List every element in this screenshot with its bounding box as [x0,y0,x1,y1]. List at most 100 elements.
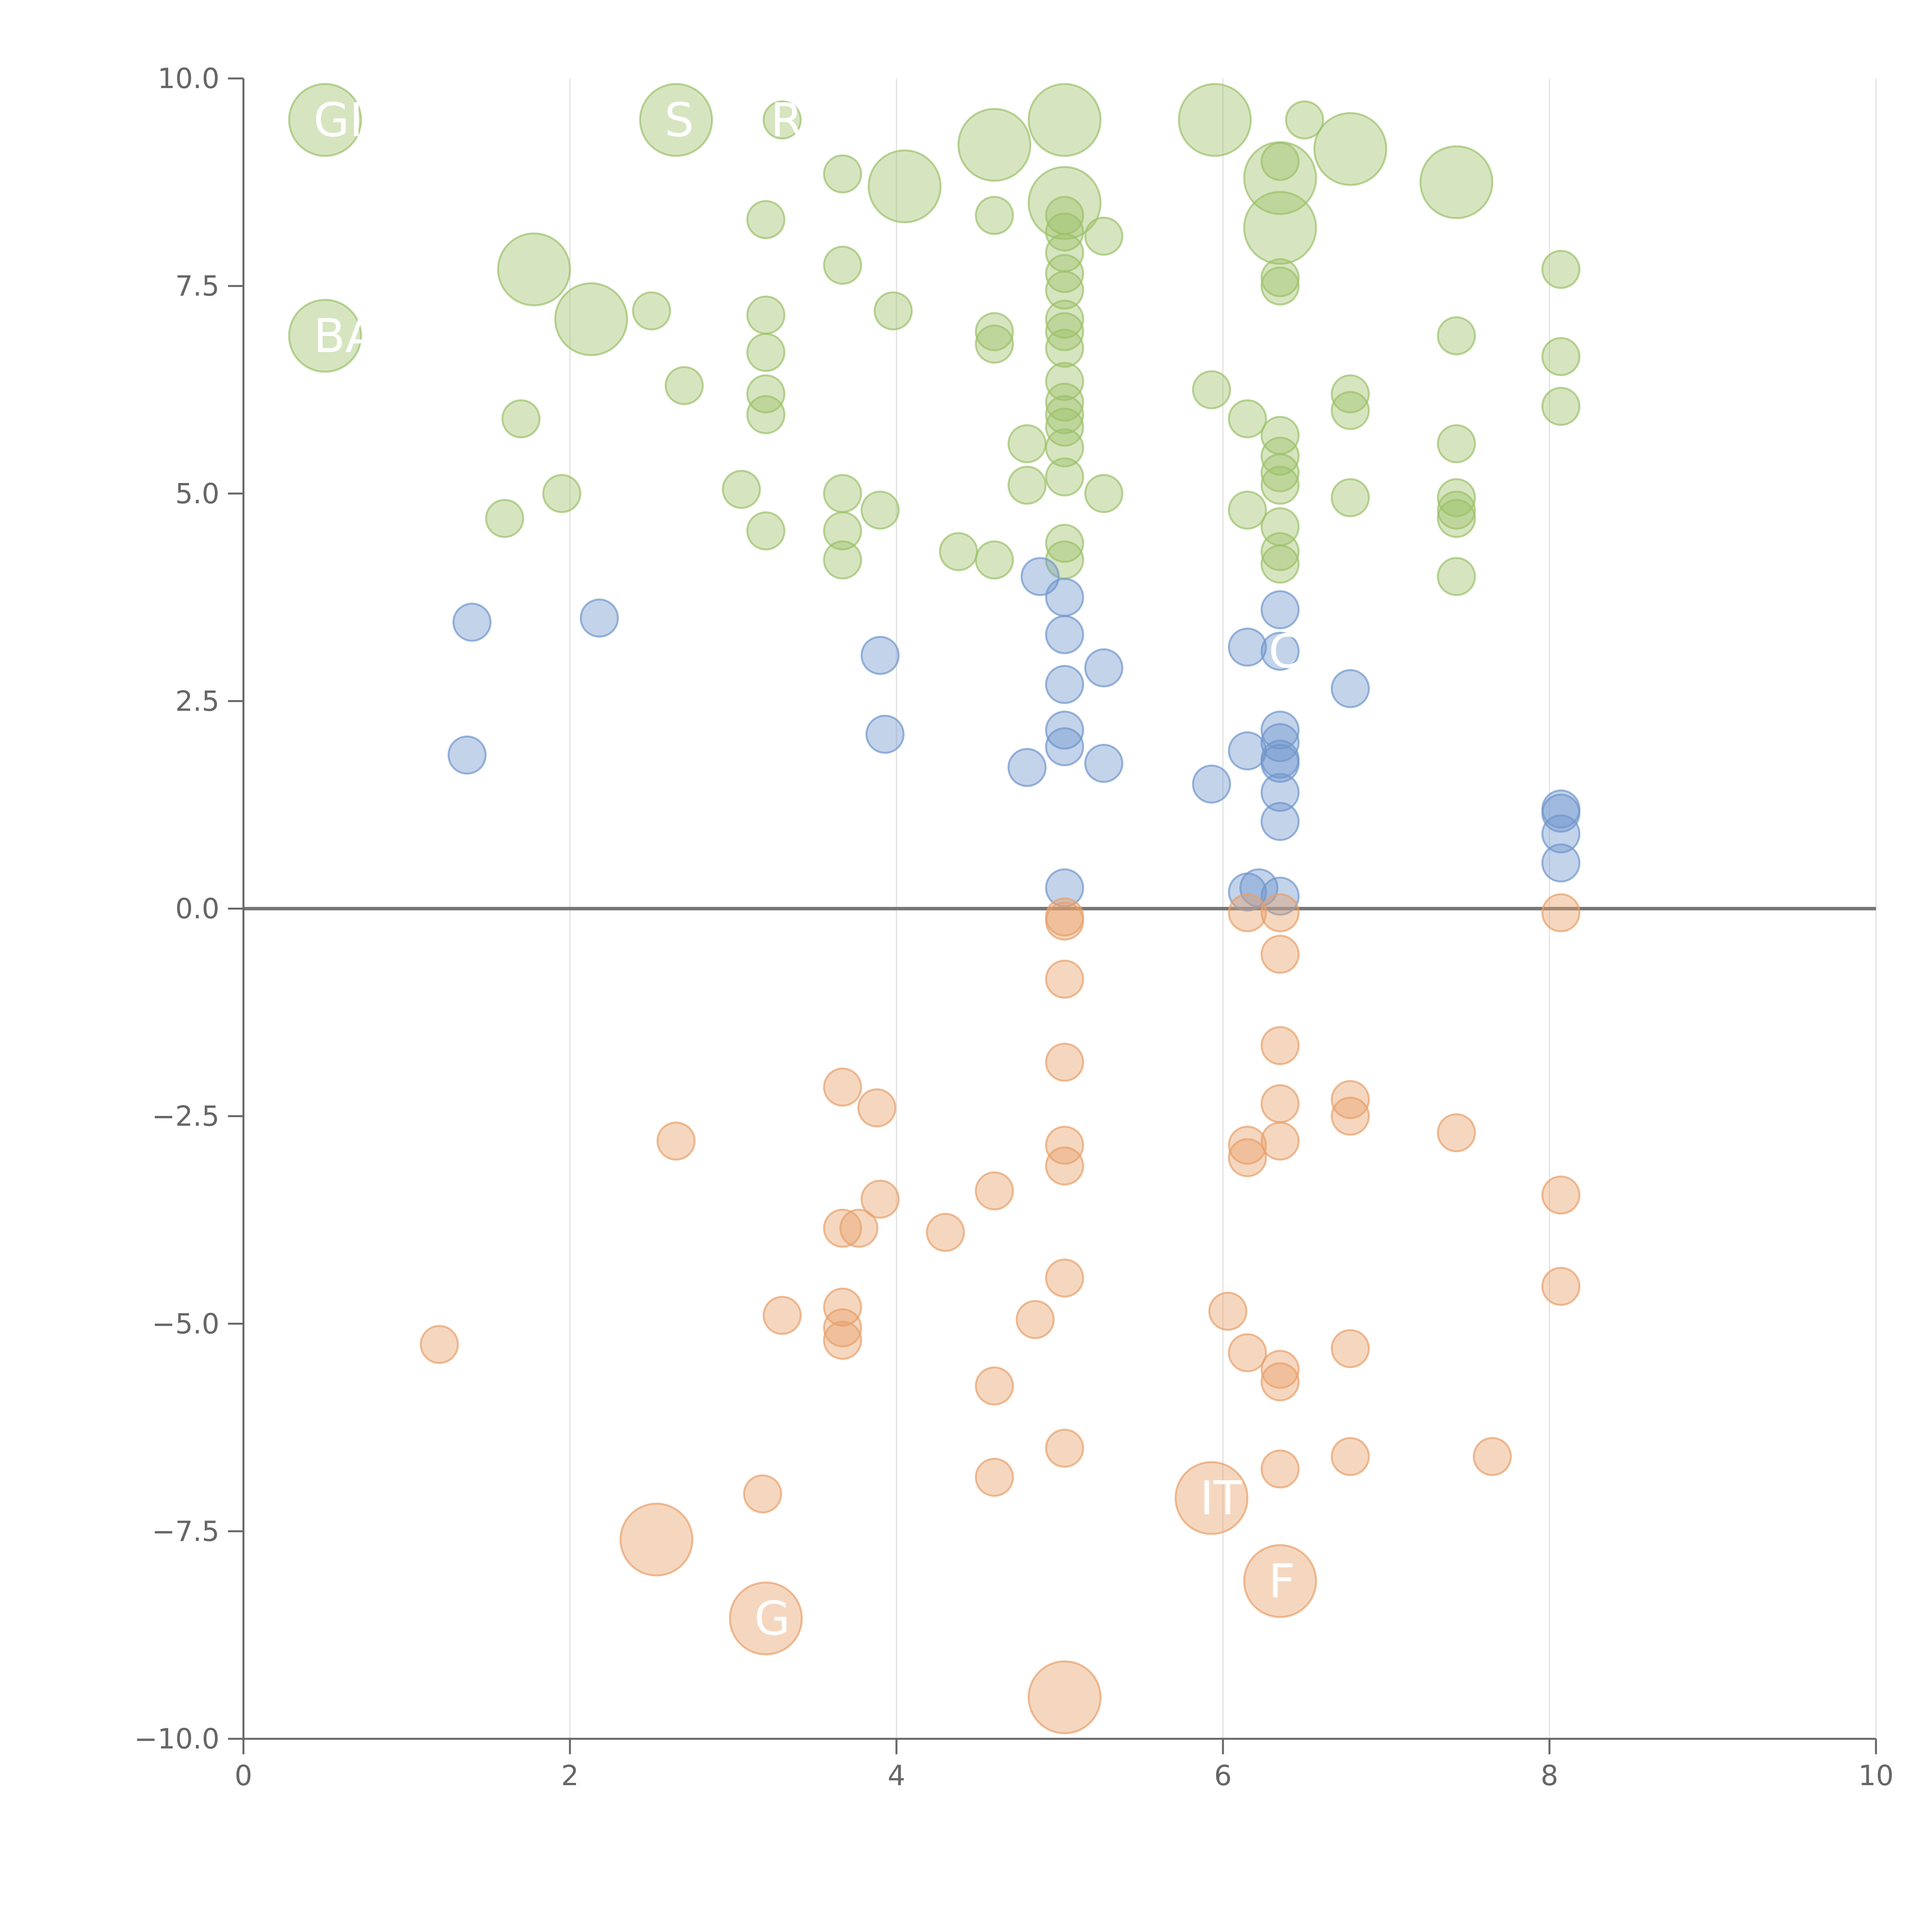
point-label: BA [313,310,377,363]
data-point [1260,466,1300,505]
x-tick-label: 10 [1858,1759,1894,1792]
data-point [743,1474,782,1514]
data-point [1331,1329,1370,1368]
data-point [1045,868,1084,908]
data-point [1007,466,1047,505]
data-point [1045,1429,1084,1468]
series-orange [420,893,1581,1735]
data-point [665,366,704,405]
data-point [1007,748,1047,787]
data-point [1208,1292,1248,1331]
data-point [823,1287,862,1327]
x-tick-label: 2 [561,1759,579,1792]
y-tick-label: 2.5 [175,685,219,717]
data-point [1260,532,1300,571]
data-point [1228,628,1267,667]
data-point [1260,142,1300,181]
data-point [1045,407,1084,447]
data-point [1015,1300,1055,1339]
data-point [746,295,786,335]
point-label: IT [1200,1472,1242,1526]
data-point [1084,744,1124,783]
data-point [1228,1138,1267,1177]
data-point [874,291,913,331]
data-point [1260,590,1300,629]
x-tick-label: 0 [235,1759,252,1792]
y-ticks: 10.0 7.5 5.0 2.5 0.0 −2.5 −5.0 −7.5 −10.0 [134,62,243,1755]
data-point [1419,145,1493,219]
point-labels: GI BA S R C G IT F [313,94,1301,1646]
data-point [1045,711,1084,750]
data-point [1260,723,1300,762]
data-point [722,470,761,509]
data-point [1192,370,1231,410]
data-point [1045,1259,1084,1298]
data-point [1437,316,1476,355]
data-point [1260,935,1300,974]
data-point [1260,1350,1300,1389]
data-point [1045,457,1084,497]
data-point [1437,424,1476,463]
point-label: F [1269,1555,1295,1609]
point-label: GI [313,94,363,147]
data-point [762,100,802,139]
y-tick-label: −5.0 [152,1308,219,1340]
data-point [975,1366,1014,1406]
data-point [1045,212,1084,252]
data-point [823,1067,862,1107]
data-point [447,735,487,775]
point-label: S [665,94,694,147]
series-blue [447,557,1581,916]
data-point [1045,727,1084,767]
data-point [656,1121,696,1161]
series-green [288,83,1581,596]
data-point [632,291,671,331]
x-tick-label: 4 [888,1759,905,1792]
data-point [1260,1084,1300,1123]
y-tick-label: 10.0 [158,62,219,95]
data-point [861,636,900,675]
data-point [823,540,862,580]
data-point [1045,428,1084,468]
data-point [1437,490,1476,530]
data-point [1331,478,1370,517]
y-tick-label: 5.0 [175,477,219,510]
point-label: R [770,94,803,147]
y-tick-label: −7.5 [152,1515,219,1548]
data-point [1260,631,1300,671]
data-point [939,532,978,571]
data-point [1260,266,1300,306]
data-point [1027,83,1102,157]
data-point [542,474,582,513]
data-point [926,1213,965,1252]
data-point [1084,216,1124,256]
data-point [1260,437,1300,476]
data-point [1331,1437,1370,1476]
point-label: C [1269,625,1301,679]
data-point [1045,312,1084,351]
data-point [1541,337,1581,376]
data-point [1331,391,1370,430]
data-point [1045,1043,1084,1082]
data-point [1045,1146,1084,1186]
y-tick-label: 7.5 [175,270,219,302]
data-point [823,1321,862,1360]
data-point [1260,544,1300,584]
data-point [1260,1362,1300,1401]
data-point [1260,893,1300,932]
data-point [839,1209,879,1248]
data-point [746,511,786,551]
data-point [1437,1113,1476,1153]
data-point [1045,578,1084,617]
data-point [485,499,524,538]
data-point [1260,744,1300,783]
data-point [580,599,619,638]
data-point [288,299,362,373]
data-point [1045,362,1084,401]
data-point [823,154,862,194]
y-tick-label: −2.5 [152,1100,219,1133]
point-label: G [754,1592,790,1646]
data-point [1228,1126,1267,1165]
data-point [1313,112,1388,186]
data-point [1243,191,1317,265]
